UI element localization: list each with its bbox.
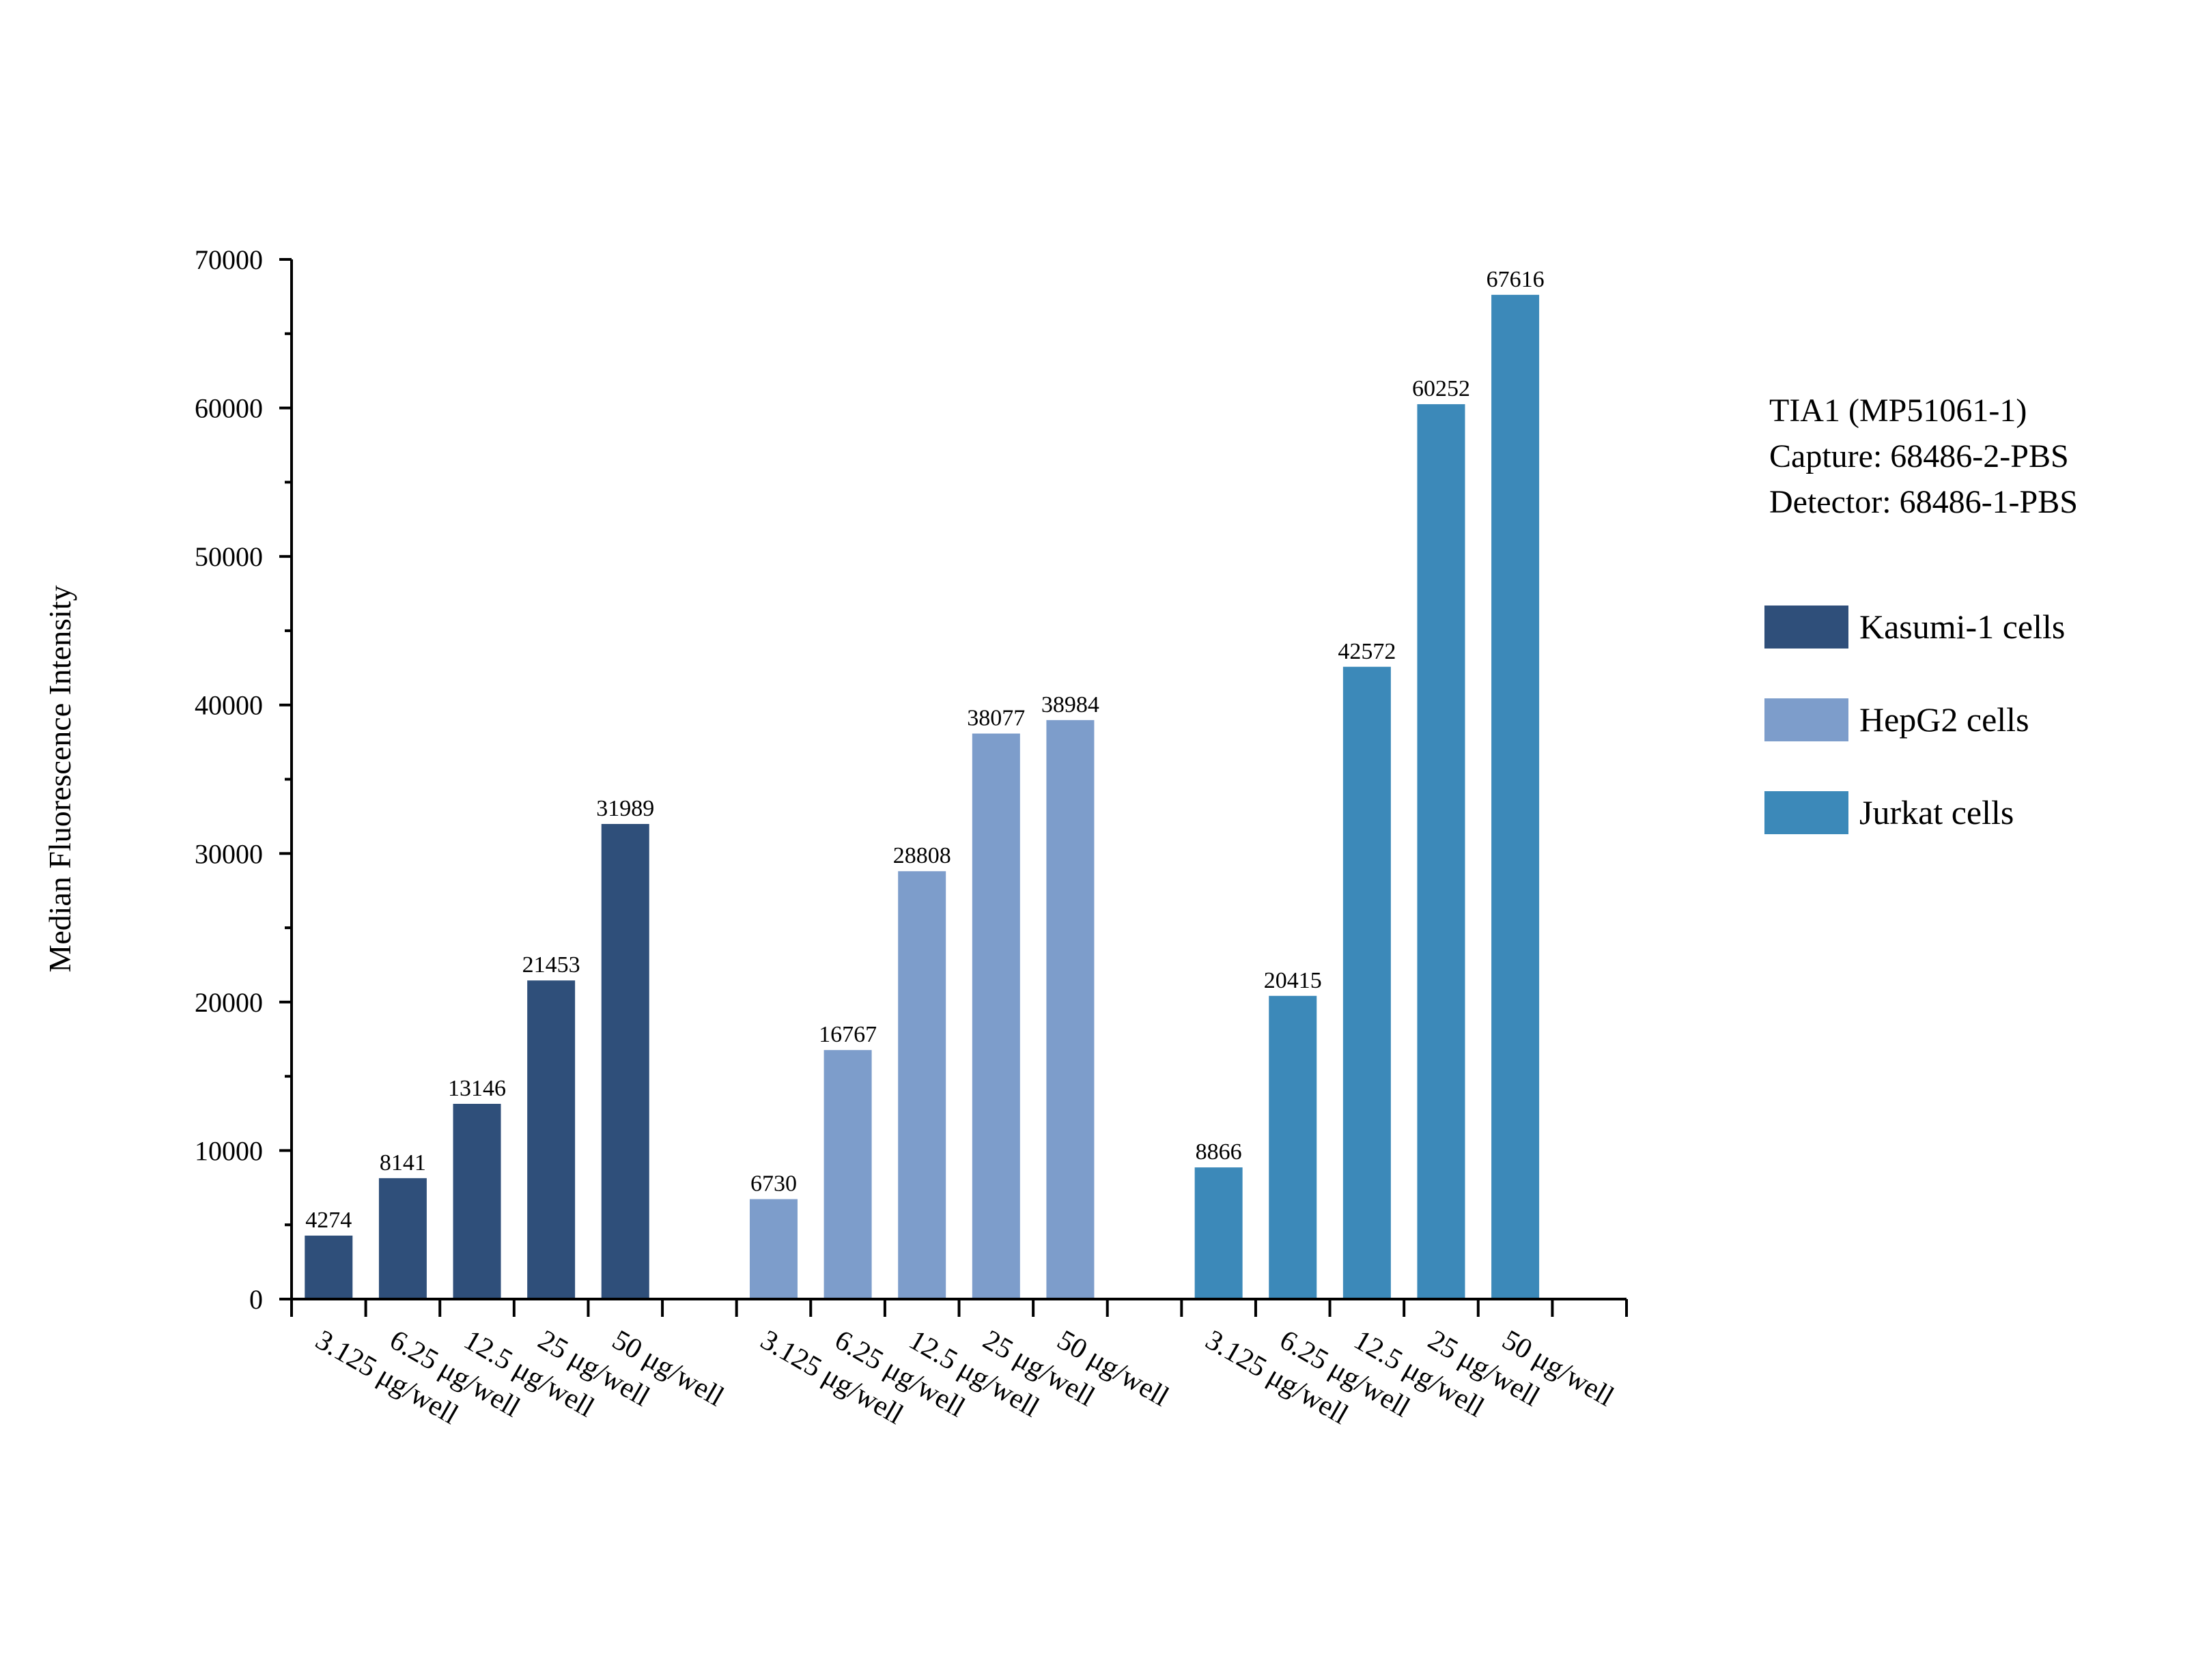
bar-value-label: 4274 (305, 1208, 352, 1233)
legend-swatch (1764, 606, 1848, 649)
chart-annotation: TIA1 (MP51061-1) Capture: 68486-2-PBS Dete… (1769, 393, 2078, 520)
bar (601, 824, 649, 1299)
legend-label: Jurkat cells (1859, 793, 2014, 831)
bar-value-label: 20415 (1264, 968, 1322, 993)
y-tick-label: 50000 (195, 541, 263, 572)
y-tick-label: 0 (249, 1284, 263, 1315)
legend: Kasumi-1 cells HepG2 cells Jurkat cells (1764, 606, 2065, 834)
bar-value-label: 28808 (893, 843, 951, 868)
bar-value-label: 21453 (522, 952, 580, 978)
bar (898, 871, 946, 1299)
bar-value-label: 13146 (448, 1076, 506, 1101)
annotation-line: Detector: 68486-1-PBS (1769, 484, 2078, 520)
bar (1194, 1167, 1243, 1299)
bar-value-label: 31989 (596, 796, 654, 821)
plot-area: 4274 8141 13146 21453 31989 6730 16767 28808 380… (305, 267, 1545, 1299)
bar-value-label: 16767 (819, 1022, 877, 1047)
bar (749, 1199, 798, 1299)
bar (453, 1103, 501, 1299)
bar-value-label: 8866 (1196, 1139, 1242, 1165)
bar (305, 1236, 353, 1299)
legend-swatch (1764, 698, 1848, 741)
y-tick-label: 30000 (195, 838, 263, 869)
bar (527, 980, 576, 1299)
y-tick-label: 70000 (195, 244, 263, 275)
bar (824, 1050, 872, 1299)
y-axis: 0 10000 20000 30000 40000 50000 60000 70000 (195, 244, 293, 1315)
bar-value-label: 67616 (1487, 267, 1545, 292)
bar (1342, 666, 1391, 1299)
y-tick-label: 40000 (195, 690, 263, 721)
bar-value-label: 60252 (1412, 376, 1470, 401)
legend-label: Kasumi-1 cells (1859, 608, 2065, 646)
annotation-line: Capture: 68486-2-PBS (1769, 438, 2069, 474)
legend-label: HepG2 cells (1859, 700, 2029, 739)
bar (1417, 404, 1465, 1299)
bar-value-label: 38077 (967, 706, 1025, 731)
bar-value-label: 42572 (1338, 639, 1396, 664)
y-axis-label: Median Fluorescence Intensity (42, 585, 77, 972)
bar-value-label: 8141 (380, 1150, 426, 1176)
legend-swatch (1764, 791, 1848, 834)
bar (1491, 294, 1540, 1299)
y-tick-label: 10000 (195, 1135, 263, 1166)
y-tick-label: 20000 (195, 987, 263, 1018)
y-tick-label: 60000 (195, 393, 263, 424)
bar (1269, 995, 1317, 1299)
bar (1046, 720, 1095, 1299)
bar-value-label: 38984 (1041, 692, 1099, 717)
bar-value-label: 6730 (750, 1171, 797, 1197)
bar (972, 733, 1020, 1299)
bar (378, 1178, 427, 1299)
annotation-line: TIA1 (MP51061-1) (1769, 393, 2027, 429)
